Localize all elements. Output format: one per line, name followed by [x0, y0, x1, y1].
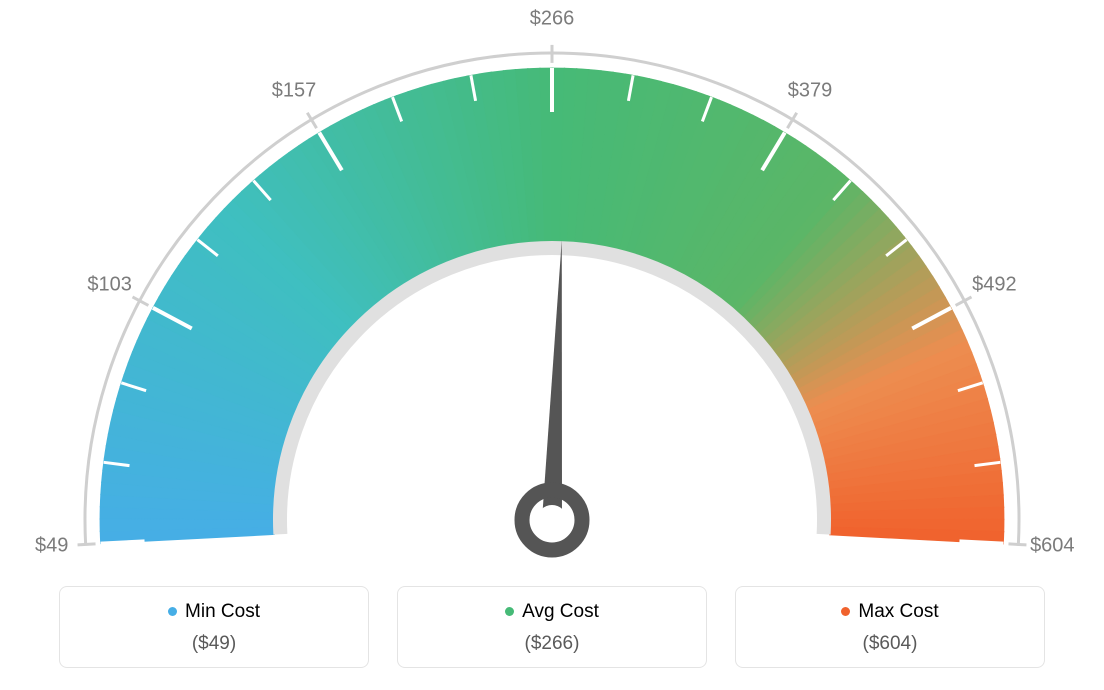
dot-min [168, 607, 177, 616]
legend-title-min: Min Cost [60, 601, 368, 623]
tick-label: $379 [788, 79, 833, 102]
tick-label: $103 [87, 273, 132, 296]
tick-label: $157 [272, 79, 317, 102]
legend-title-max: Max Cost [736, 601, 1044, 623]
legend-label-max: Max Cost [858, 601, 938, 622]
gauge-area: $49 $103 $157 $266 $379 $492 $604 [0, 0, 1104, 560]
legend-label-min: Min Cost [185, 601, 260, 622]
dot-avg [505, 607, 514, 616]
legend-label-avg: Avg Cost [522, 601, 599, 622]
legend-card-avg: Avg Cost ($266) [397, 586, 707, 668]
legend-title-avg: Avg Cost [398, 601, 706, 623]
tick-label: $266 [530, 8, 575, 31]
tick-label: $492 [972, 273, 1017, 296]
gauge-svg [0, 0, 1104, 560]
needle [542, 240, 562, 520]
legend-row: Min Cost ($49) Avg Cost ($266) Max Cost … [0, 586, 1104, 668]
tick-label: $49 [35, 535, 68, 558]
legend-value-avg: ($266) [398, 633, 706, 655]
legend-card-max: Max Cost ($604) [735, 586, 1045, 668]
cost-gauge-chart: { "gauge": { "type": "gauge", "center_x"… [0, 0, 1104, 690]
legend-value-max: ($604) [736, 633, 1044, 655]
tick-label: $604 [1030, 535, 1075, 558]
legend-card-min: Min Cost ($49) [59, 586, 369, 668]
dot-max [841, 607, 850, 616]
legend-value-min: ($49) [60, 633, 368, 655]
